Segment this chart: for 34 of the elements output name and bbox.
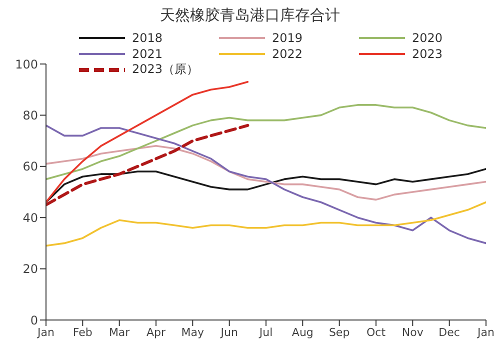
line-series (46, 81, 249, 204)
y-tick-label: 40 (22, 210, 38, 225)
y-tick-label: 0 (30, 313, 38, 328)
line-series (46, 168, 486, 204)
y-tick-label: 80 (22, 108, 38, 122)
legend-label: 2023 (412, 46, 443, 60)
x-tick-label: Sep (328, 326, 350, 339)
chart-title: 天然橡胶青岛港口库存合计 (159, 6, 341, 25)
x-tick-label: Oct (366, 326, 386, 339)
legend-label: 2021 (132, 46, 163, 60)
legend-label: 2020 (412, 30, 443, 44)
line-series (46, 124, 250, 206)
legend-label: 2022 (272, 46, 303, 60)
line-series (46, 145, 486, 201)
x-tick-label: May (181, 326, 205, 339)
x-tick-label: Nov (402, 326, 424, 339)
y-tick-label: 100 (15, 57, 38, 72)
line-series (46, 104, 486, 180)
x-tick-label: Mar (108, 326, 130, 339)
legend-label: 2018 (132, 30, 163, 44)
x-tick-label: Jan (36, 326, 54, 339)
x-tick-label: Jan (476, 326, 494, 339)
legend-label: 2019 (272, 30, 303, 44)
y-tick-label: 20 (22, 262, 38, 276)
x-tick-label: Apr (146, 326, 166, 339)
x-tick-label: Feb (72, 326, 92, 339)
legend-label: 2023（原） (132, 61, 199, 78)
y-tick-label: 60 (22, 160, 38, 174)
x-tick-label: Jul (258, 326, 273, 339)
line-series (46, 201, 486, 247)
x-tick-label: Aug (292, 326, 314, 339)
x-tick-label: Jun (220, 326, 238, 339)
x-tick-label: Dec (438, 326, 460, 339)
line-series (46, 124, 486, 244)
